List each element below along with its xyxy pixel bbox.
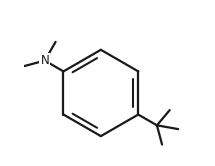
Text: N: N	[40, 54, 49, 67]
